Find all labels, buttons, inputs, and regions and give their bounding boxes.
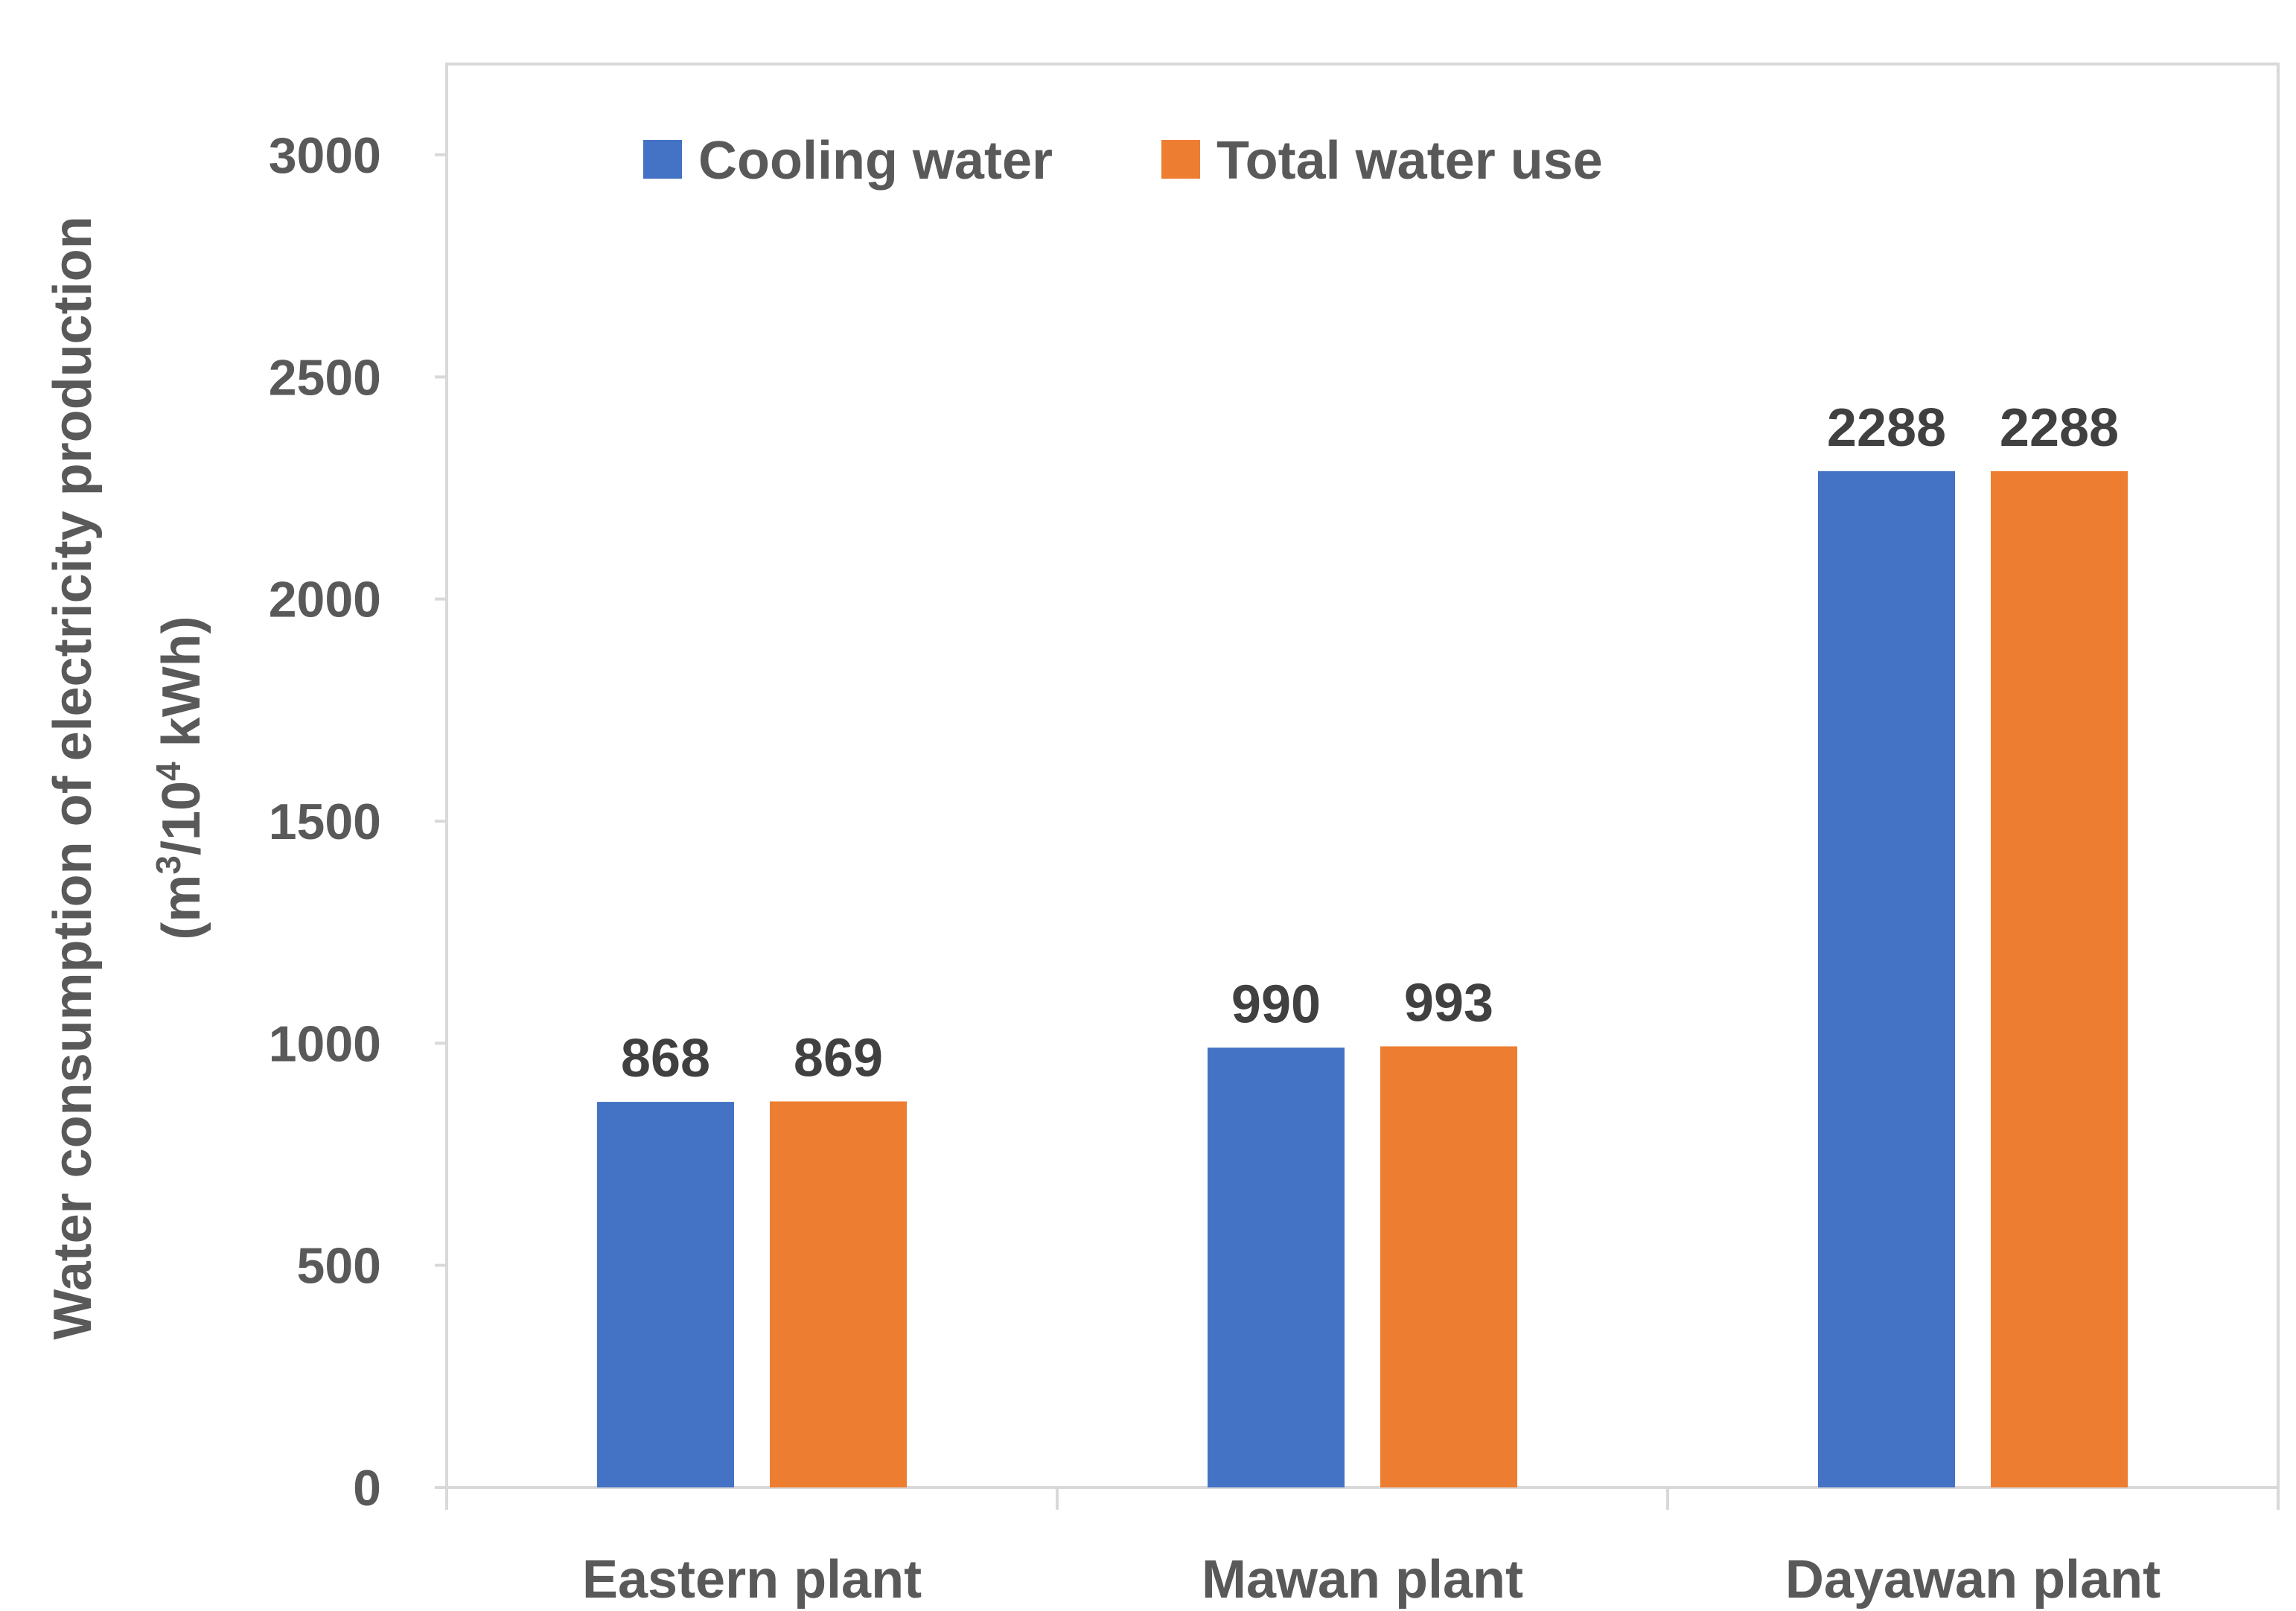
data-label-total-water-use-mawan-plant: 993 <box>1404 974 1493 1033</box>
legend: Cooling water Total water use <box>643 131 1603 191</box>
svg-text:Water consumption of electrici: Water consumption of electricity product… <box>43 216 103 1339</box>
legend-label-total-water-use: Total water use <box>1216 131 1603 191</box>
y-tick-label: 0 <box>353 1460 381 1516</box>
y-tick-label: 1500 <box>269 794 381 850</box>
y-axis: 0 500 1000 1500 2000 2500 3000 <box>269 127 447 1516</box>
bar-total-water-use-dayawan-plant <box>1991 470 2128 1487</box>
legend-swatch-total-water-use <box>1161 140 1200 179</box>
bar-cooling-water-eastern-plant <box>597 1102 734 1487</box>
y-axis-title-open: (m <box>152 875 211 940</box>
y-tick-label: 3000 <box>269 127 381 184</box>
data-label-total-water-use-eastern-plant: 869 <box>794 1028 883 1088</box>
data-label-cooling-water-dayawan-plant: 2288 <box>1827 398 1946 458</box>
bar-total-water-use-eastern-plant <box>770 1101 907 1487</box>
y-axis-title-sup-3: 3 <box>149 855 188 875</box>
x-tick-label-eastern-plant: Eastern plant <box>582 1550 922 1610</box>
x-axis: Eastern plant Mawan plant Dayawan plant <box>445 1486 2280 1610</box>
bars <box>597 470 2128 1487</box>
data-labels: 868 869 990 993 2288 2288 <box>621 398 2119 1088</box>
y-axis-title-mid: /10 <box>152 781 211 855</box>
bar-total-water-use-mawan-plant <box>1380 1046 1517 1487</box>
x-tick-label-mawan-plant: Mawan plant <box>1202 1550 1523 1610</box>
y-tick-label: 2000 <box>269 572 381 628</box>
bar-cooling-water-mawan-plant <box>1208 1047 1345 1487</box>
y-axis-title-line1: Water consumption of electricity product… <box>43 216 103 1339</box>
y-axis-title: Water consumption of electricity product… <box>43 216 211 1339</box>
data-label-cooling-water-eastern-plant: 868 <box>621 1029 710 1088</box>
y-tick-label: 2500 <box>269 349 381 406</box>
svg-text:(m3/104 kWh): (m3/104 kWh) <box>149 616 211 940</box>
legend-swatch-cooling-water <box>643 140 682 179</box>
data-label-cooling-water-mawan-plant: 990 <box>1231 974 1321 1034</box>
y-axis-title-sup-4: 4 <box>149 762 188 781</box>
data-label-total-water-use-dayawan-plant: 2288 <box>2000 398 2119 458</box>
y-tick-label: 500 <box>297 1238 381 1295</box>
x-tick-label-dayawan-plant: Dayawan plant <box>1785 1550 2161 1610</box>
legend-label-cooling-water: Cooling water <box>698 131 1053 191</box>
y-tick-label: 1000 <box>269 1015 381 1072</box>
y-axis-title-close: kWh) <box>152 616 211 762</box>
bar-cooling-water-dayawan-plant <box>1818 470 1955 1487</box>
